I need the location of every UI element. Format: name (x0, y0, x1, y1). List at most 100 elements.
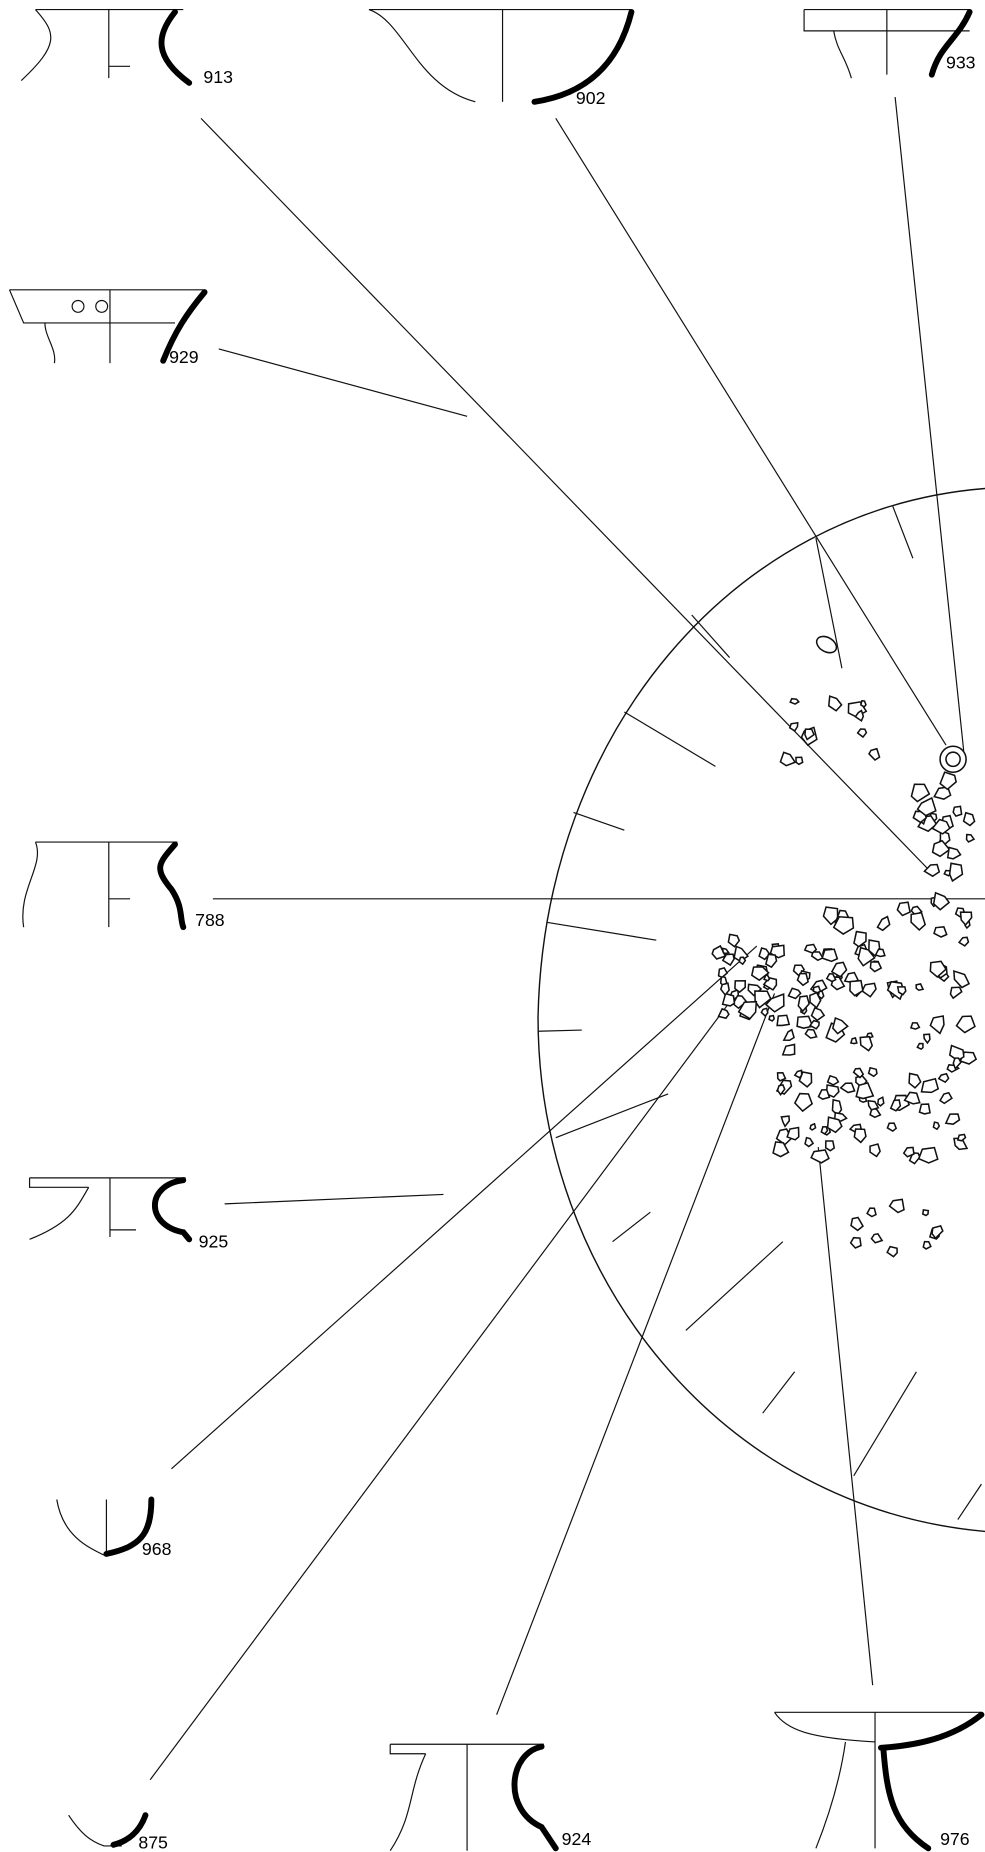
sherd (817, 990, 825, 1000)
sherd (796, 1015, 814, 1029)
sherd (795, 756, 804, 766)
pit-outline (537, 487, 985, 1533)
sherd (760, 1007, 769, 1018)
sherd (854, 709, 865, 723)
sherd (908, 1072, 922, 1089)
sherd (793, 1092, 814, 1113)
sherd (920, 1077, 940, 1094)
sherd (856, 728, 868, 739)
sherd (855, 1081, 875, 1100)
sherd (869, 1143, 881, 1158)
section-ticks (538, 506, 982, 1520)
sherd (734, 979, 746, 994)
sherd (789, 697, 800, 705)
sherd (711, 944, 727, 960)
sherd (826, 1074, 840, 1086)
sherd (782, 1028, 795, 1041)
vessel-label: 924 (562, 1829, 592, 1849)
sherd (804, 1028, 818, 1039)
sherd (804, 728, 815, 741)
sherd (793, 1069, 803, 1079)
sherd (867, 1099, 880, 1111)
sherd (857, 946, 876, 967)
sherd (903, 1091, 921, 1105)
vessel-902 (368, 8, 635, 105)
sherd (817, 1089, 831, 1100)
sherd (852, 1067, 865, 1079)
sherd (786, 1126, 800, 1141)
sherd (939, 1091, 953, 1105)
sherd (874, 948, 886, 958)
sherd (780, 1115, 791, 1128)
vessel-968 (56, 1496, 155, 1557)
sherd (827, 695, 843, 712)
sherd (849, 1037, 858, 1045)
sherd (886, 1122, 898, 1132)
sherd (719, 982, 730, 997)
vessel-label: 968 (142, 1539, 172, 1559)
sherd (859, 1035, 874, 1052)
vessel-875 (68, 1812, 149, 1848)
sherd (937, 1072, 950, 1084)
sherd (768, 1014, 776, 1022)
sherd (831, 1016, 849, 1035)
sherd (876, 915, 891, 932)
sherd (902, 1146, 915, 1158)
vessel-label: 976 (940, 1829, 970, 1849)
sherd (798, 1071, 813, 1088)
sherd (861, 982, 877, 998)
vessel-label: 933 (946, 53, 976, 73)
sherd (754, 990, 772, 1009)
sherd (812, 985, 822, 994)
sherd (931, 839, 951, 858)
sherd (797, 995, 811, 1013)
sherd (929, 1015, 945, 1035)
sherd (808, 1019, 820, 1030)
sherd (921, 1209, 930, 1217)
sherd-fragments (711, 695, 978, 1258)
sherd (824, 1140, 836, 1152)
sherd (849, 1236, 862, 1249)
sherd (965, 833, 976, 843)
sherd (853, 1128, 867, 1144)
sherd (956, 1133, 967, 1142)
sherd (822, 906, 839, 926)
sherd (737, 1000, 758, 1020)
vessel-933 (803, 8, 973, 79)
sherd (825, 972, 837, 983)
sherd (955, 1015, 976, 1034)
sherd (717, 1007, 730, 1020)
vessel-label: 925 (199, 1232, 229, 1252)
sherd (781, 1043, 796, 1056)
vessel-label: 902 (576, 88, 606, 108)
sherd (750, 966, 770, 982)
sherd (931, 818, 951, 835)
sherd (952, 1057, 962, 1071)
leader-lines (149, 97, 985, 1781)
sherd (721, 947, 731, 955)
sherd (867, 1066, 878, 1078)
sherd (779, 751, 797, 767)
sherd (821, 948, 839, 963)
sherd (917, 1146, 939, 1164)
sherd (870, 1232, 884, 1244)
vessel-label: 929 (169, 347, 199, 367)
sherd (810, 1149, 830, 1164)
sherd (877, 1096, 885, 1107)
sherd (932, 1121, 941, 1131)
sherd (923, 863, 941, 878)
sherd (886, 980, 905, 1001)
sherd (962, 811, 976, 827)
sherd (953, 969, 971, 989)
sherd (944, 1113, 961, 1125)
sherd (776, 1084, 786, 1096)
sherd (889, 1099, 902, 1112)
sherd (776, 1014, 791, 1027)
sherd (764, 993, 785, 1013)
vessel-976 (774, 1711, 985, 1852)
sherd (959, 911, 973, 927)
sherd (787, 987, 802, 1000)
sherd (764, 953, 778, 969)
